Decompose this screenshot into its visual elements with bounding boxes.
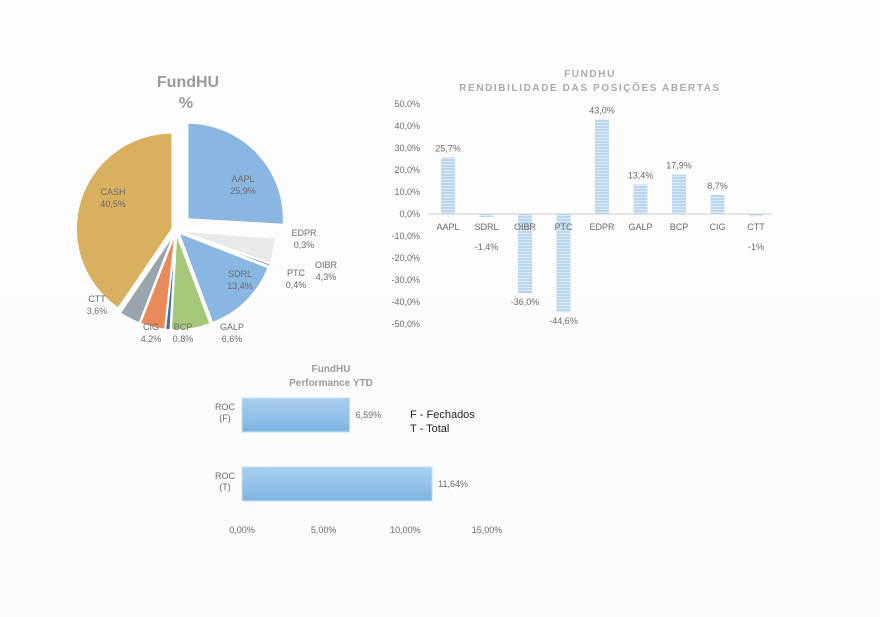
y-tick-label: -50,0%: [391, 319, 420, 329]
pie-label-edpr: EDPR: [291, 228, 317, 238]
perf-category-label: (T): [219, 482, 231, 492]
x-tick-label: 5,00%: [311, 525, 337, 535]
x-category-cig: CIG: [709, 222, 725, 232]
pie-slice-ptc: [179, 230, 272, 268]
pie-label-ptc: PTC: [287, 268, 306, 278]
pie-value-oibr: 4,3%: [316, 272, 337, 282]
pie-value-cig: 4,2%: [141, 334, 162, 344]
value-label-sdrl: -1,4%: [475, 242, 499, 252]
pie-value-ptc: 0,4%: [286, 280, 307, 290]
value-label-aapl: 25,7%: [435, 143, 461, 153]
pie-value-ctt: 3,6%: [87, 306, 108, 316]
y-tick-label: 10,0%: [394, 187, 420, 197]
bar-galp: [633, 184, 648, 214]
bar-bcp: [672, 174, 686, 214]
x-category-sdrl: SDRL: [474, 222, 498, 232]
bar-aapl: [441, 157, 455, 214]
perf-value-label: 11,64%: [438, 479, 468, 489]
x-category-bcp: BCP: [670, 222, 689, 232]
pie-chart: FundHU % AAPL 25,9% EDPR 0,3% OIBR 4,3% …: [75, 74, 338, 344]
value-label-cig: 8,7%: [707, 181, 728, 191]
x-tick-label: 0,00%: [229, 525, 255, 535]
pie-slice-sdrl: [177, 231, 270, 324]
bar-chart-title: FUNDHU: [564, 69, 616, 80]
x-category-aapl: AAPL: [436, 222, 459, 232]
x-tick-label: 15,00%: [472, 525, 503, 535]
bar-y-ticks: 50,0% 40,0% 30,0% 20,0% 10,0% 0,0% -10,0% -20,0…: [391, 99, 420, 329]
y-tick-label: -40,0%: [391, 297, 420, 307]
bar-ctt: [749, 214, 763, 217]
value-label-galp: 13,4%: [628, 171, 654, 181]
pie-label-sdrl: SDRL: [228, 269, 252, 279]
x-tick-label: 10,00%: [390, 525, 421, 535]
bar-oibr: [518, 214, 532, 294]
pie-value-sdrl: 13,4%: [227, 281, 253, 291]
pie-subtitle: %: [179, 95, 193, 112]
perf-bars: ROC(F) 6,59%ROC(T) 11,64%: [215, 397, 468, 502]
y-tick-label: 40,0%: [394, 121, 420, 131]
x-category-galp: GALP: [628, 222, 652, 232]
performance-ytd-chart: FundHU Performance YTD ROC(F) 6,59%ROC(T)…: [215, 364, 502, 535]
pie-value-galp: 6,6%: [222, 334, 243, 344]
y-tick-label: 50,0%: [394, 99, 420, 109]
legend-note-total: T - Total: [410, 423, 449, 435]
pie-labels: AAPL 25,9% EDPR 0,3% OIBR 4,3% PTC 0,4% …: [87, 174, 338, 344]
bar-chart-open-positions: FUNDHU RENDIBILIDADE DAS POSIÇÕES ABERTA…: [391, 69, 772, 329]
pie-value-aapl: 25,9%: [230, 186, 256, 196]
value-label-ptc: -44,6%: [549, 316, 578, 326]
bar-sdrl: [479, 214, 494, 218]
x-category-oibr: OIBR: [514, 222, 537, 232]
perf-title: FundHU: [312, 364, 351, 375]
y-tick-label: -10,0%: [391, 231, 420, 241]
pie-slice-cig: [139, 233, 176, 331]
y-tick-label: 0,0%: [399, 209, 420, 219]
perf-x-ticks: 0,00% 5,00% 10,00% 15,00%: [229, 525, 502, 535]
y-tick-label: 20,0%: [394, 165, 420, 175]
perf-value-label: 6,59%: [356, 410, 382, 420]
y-tick-label: 30,0%: [394, 143, 420, 153]
pie-label-galp: GALP: [220, 322, 244, 332]
value-label-ctt: -1%: [748, 242, 764, 252]
pie-label-cash: CASH: [100, 187, 125, 197]
value-label-edpr: 43,0%: [589, 105, 615, 115]
perf-bar-roc-t: [241, 466, 433, 502]
bar-cig: [710, 194, 725, 214]
pie-value-bcp: 0,8%: [173, 334, 194, 344]
pie-slice-cash: [75, 132, 173, 310]
perf-category-label: ROC: [215, 471, 236, 481]
value-label-oibr: -36,0%: [511, 297, 540, 307]
pie-label-bcp: BCP: [174, 322, 193, 332]
perf-subtitle: Performance YTD: [289, 378, 373, 389]
perf-category-label: (F): [219, 413, 231, 423]
bar-ptc: [556, 214, 571, 313]
pie-value-cash: 40,5%: [100, 199, 126, 209]
pie-value-edpr: 0,3%: [294, 240, 315, 250]
pie-slice-aapl: [186, 122, 285, 226]
bar-edpr: [595, 119, 609, 214]
pie-label-ctt: CTT: [88, 294, 106, 304]
x-category-edpr: EDPR: [589, 222, 615, 232]
bars: AAPL 25,7% SDRL -1,4% OIBR -36,0% PTC -44,6% EDP…: [435, 105, 765, 326]
pie-slice-ctt: [119, 233, 175, 324]
perf-bar-roc-f: [241, 397, 351, 433]
x-category-ptc: PTC: [555, 222, 574, 232]
pie-slice-galp: [170, 233, 212, 331]
legend-note-fechados: F - Fechados: [410, 409, 475, 421]
y-tick-label: -20,0%: [391, 253, 420, 263]
pie-label-cig: CIG: [143, 322, 159, 332]
bar-chart-subtitle: RENDIBILIDADE DAS POSIÇÕES ABERTAS: [459, 81, 721, 94]
pie-label-oibr: OIBR: [315, 260, 338, 270]
pie-title: FundHU: [157, 74, 219, 91]
value-label-bcp: 17,9%: [666, 161, 692, 171]
pie-slices: [75, 122, 285, 331]
perf-category-label: ROC: [215, 402, 236, 412]
y-tick-label: -30,0%: [391, 275, 420, 285]
pie-label-aapl: AAPL: [231, 174, 254, 184]
x-category-ctt: CTT: [747, 222, 765, 232]
